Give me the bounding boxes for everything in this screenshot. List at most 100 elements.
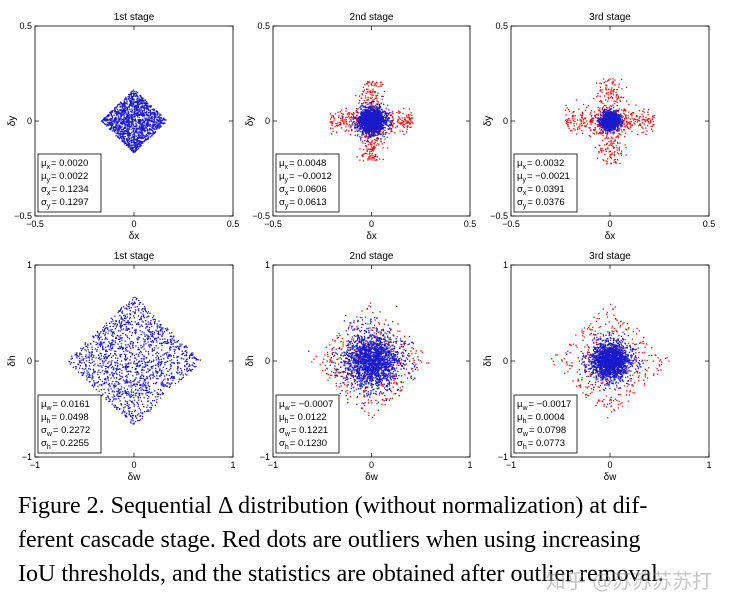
inlier-point <box>373 118 375 120</box>
inlier-point <box>154 117 156 119</box>
outlier-point <box>339 117 342 119</box>
outlier-point <box>367 81 369 83</box>
inlier-point <box>383 120 385 122</box>
inlier-point <box>362 132 365 134</box>
outlier-point <box>645 133 647 135</box>
inlier-point <box>155 111 158 113</box>
outlier-point <box>596 157 599 159</box>
inlier-point <box>136 109 138 111</box>
inlier-point <box>360 115 362 117</box>
outlier-point <box>365 145 368 148</box>
inlier-point <box>384 110 386 112</box>
inlier-point <box>153 115 155 117</box>
outlier-point <box>589 119 592 121</box>
inlier-point <box>112 116 114 119</box>
inlier-point <box>108 124 110 127</box>
inlier-point <box>357 116 359 119</box>
inlier-point <box>153 113 156 115</box>
inlier-point <box>141 119 143 121</box>
inlier-point <box>130 96 133 98</box>
inlier-point <box>136 100 138 102</box>
outlier-point <box>398 112 400 114</box>
inlier-point <box>112 123 114 125</box>
outlier-point <box>623 109 625 111</box>
inlier-point <box>117 122 119 124</box>
inlier-point <box>352 122 354 124</box>
outlier-point <box>627 126 629 128</box>
inlier-point <box>120 121 122 123</box>
outlier-point <box>355 111 357 113</box>
inlier-point <box>367 139 369 141</box>
inlier-point <box>132 122 134 125</box>
inlier-point <box>123 119 125 121</box>
outlier-point <box>371 159 373 161</box>
inlier-point <box>359 128 361 130</box>
inlier-point <box>356 121 359 123</box>
inlier-point <box>128 145 131 147</box>
inlier-point <box>379 105 381 107</box>
outlier-point <box>603 160 605 162</box>
outlier-point <box>411 121 413 123</box>
inlier-point <box>374 112 376 114</box>
inlier-point <box>378 121 380 123</box>
outlier-point <box>590 110 592 112</box>
outlier-point <box>650 125 652 127</box>
inlier-point <box>368 135 370 137</box>
inlier-point <box>378 104 380 106</box>
inlier-point <box>119 137 121 140</box>
outlier-point <box>599 86 602 88</box>
inlier-point <box>375 112 377 114</box>
inlier-point <box>135 95 137 97</box>
inlier-point <box>125 111 127 114</box>
inlier-point <box>361 103 363 105</box>
inlier-point <box>131 140 133 143</box>
outlier-point <box>599 95 601 97</box>
inlier-point <box>375 125 377 127</box>
outlier-point <box>611 153 613 155</box>
inlier-point <box>155 128 157 130</box>
outlier-point <box>374 154 376 156</box>
outlier-point <box>367 141 369 143</box>
outlier-point <box>625 146 627 149</box>
inlier-point <box>162 119 165 121</box>
inlier-point <box>384 133 387 135</box>
inlier-point <box>123 141 125 144</box>
inlier-point <box>117 126 120 128</box>
inlier-point <box>376 138 378 140</box>
outlier-point <box>371 84 373 87</box>
outlier-point <box>347 125 350 127</box>
outlier-point <box>346 113 349 115</box>
inlier-point <box>373 108 375 110</box>
outlier-point <box>599 131 601 133</box>
inlier-point <box>116 112 119 114</box>
inlier-point <box>125 144 128 146</box>
inlier-point <box>135 90 137 93</box>
inlier-point <box>371 132 373 134</box>
inlier-point <box>110 111 112 113</box>
outlier-point <box>631 112 634 114</box>
inlier-point <box>145 101 148 103</box>
outlier-point <box>605 150 607 153</box>
inlier-point <box>138 143 140 145</box>
inlier-point <box>109 118 111 121</box>
inlier-point <box>131 118 133 120</box>
inlier-point <box>140 132 142 134</box>
outlier-point <box>599 131 601 134</box>
inlier-point <box>141 135 143 137</box>
inlier-point <box>155 122 157 124</box>
inlier-point <box>136 102 138 105</box>
y-tick-label: 0.5 <box>257 21 270 31</box>
inlier-point <box>137 119 139 121</box>
outlier-point <box>606 93 608 95</box>
outlier-point <box>370 83 373 85</box>
inlier-point <box>366 103 368 106</box>
inlier-point <box>117 135 119 137</box>
inlier-point <box>374 130 376 132</box>
outlier-point <box>398 116 400 118</box>
inlier-point <box>146 128 148 130</box>
inlier-point <box>140 137 142 139</box>
inlier-point <box>128 125 131 127</box>
inlier-point <box>123 133 125 135</box>
inlier-point <box>370 129 372 131</box>
outlier-point <box>329 127 332 129</box>
